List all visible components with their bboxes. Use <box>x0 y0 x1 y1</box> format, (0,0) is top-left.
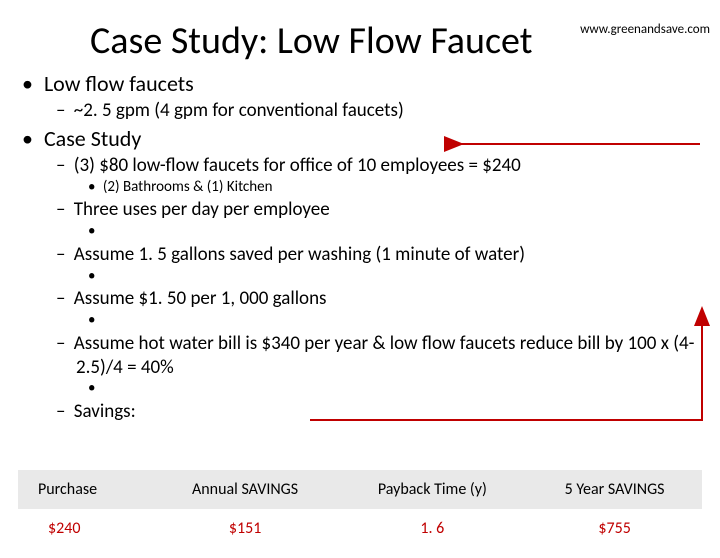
th-purchase: Purchase <box>18 470 153 509</box>
bullet-bathrooms-kitchen: (2) Bathrooms & (1) Kitchen <box>104 178 700 197</box>
source-url: www.greenandsave.com <box>580 22 710 37</box>
bullet-casestudy: Case Study (3) $80 low-flow faucets for … <box>40 125 700 424</box>
bullet-hot-water: Assume hot water bill is $340 per year &… <box>76 332 700 398</box>
bullet-casestudy-text: Case Study <box>44 125 141 152</box>
table-header-row: Purchase Annual SAVINGS Payback Time (y)… <box>18 470 702 509</box>
bullet-lowflow-text: Low flow faucets <box>44 70 194 97</box>
savings-table-wrap: Purchase Annual SAVINGS Payback Time (y)… <box>0 470 720 548</box>
bullet-gallons-saved-text: Assume 1. 5 gallons saved per washing (1… <box>74 243 525 266</box>
bullet-lowflow: Low flow faucets ~2. 5 gpm (4 gpm for co… <box>40 70 700 123</box>
bullet-empty-3 <box>104 311 700 330</box>
td-purchase: $240 <box>18 509 153 548</box>
bullet-hot-water-text: Assume hot water bill is $340 per year &… <box>74 332 695 379</box>
bullet-three-uses-text: Three uses per day per employee <box>74 198 330 221</box>
th-annual-savings: Annual SAVINGS <box>153 470 338 509</box>
td-payback: 1. 6 <box>338 509 528 548</box>
bullet-empty-4 <box>104 379 700 398</box>
bullet-water-cost-text: Assume $1. 50 per 1, 000 gallons <box>74 287 327 310</box>
slide-body: Low flow faucets ~2. 5 gpm (4 gpm for co… <box>0 70 720 424</box>
bullet-empty-1 <box>104 222 700 241</box>
th-5yr-savings: 5 Year SAVINGS <box>527 470 702 509</box>
bullet-gpm: ~2. 5 gpm (4 gpm for conventional faucet… <box>76 99 700 123</box>
savings-table: Purchase Annual SAVINGS Payback Time (y)… <box>18 470 702 548</box>
table-data-row: $240 $151 1. 6 $755 <box>18 509 702 548</box>
td-annual-savings: $151 <box>153 509 338 548</box>
bullet-empty-2 <box>104 267 700 286</box>
bullet-gallons-saved: Assume 1. 5 gallons saved per washing (1… <box>76 243 700 286</box>
bullet-faucets-cost-text: (3) $80 low-flow faucets for office of 1… <box>74 154 521 177</box>
td-5yr-savings: $755 <box>527 509 702 548</box>
bullet-savings: Savings: <box>76 400 700 424</box>
bullet-three-uses: Three uses per day per employee <box>76 198 700 241</box>
bullet-water-cost: Assume $1. 50 per 1, 000 gallons <box>76 287 700 330</box>
bullet-faucets-cost: (3) $80 low-flow faucets for office of 1… <box>76 154 700 197</box>
th-payback: Payback Time (y) <box>338 470 528 509</box>
